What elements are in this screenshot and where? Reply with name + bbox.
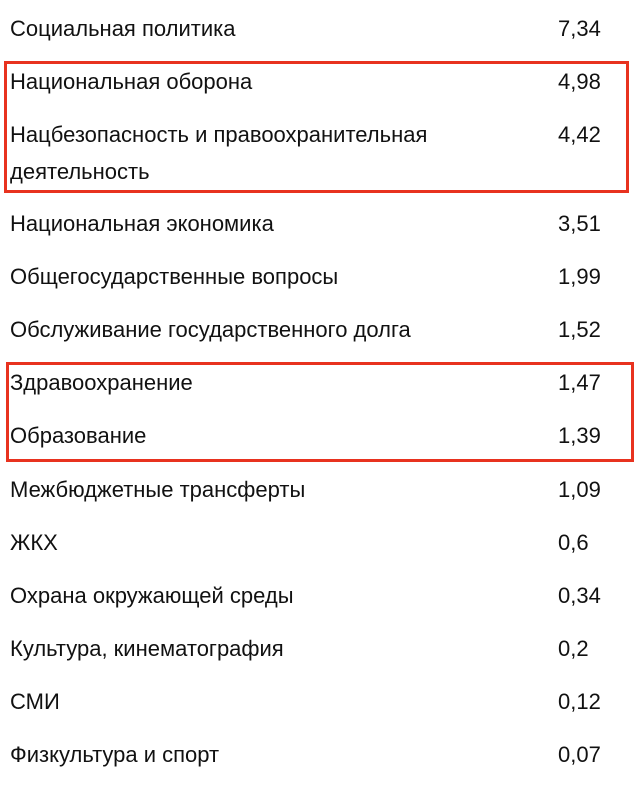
- highlight-box-health-education: [6, 362, 634, 462]
- row-value: 3,51: [558, 211, 601, 236]
- row-label: Физкультура и спорт: [10, 742, 220, 767]
- row-value: 1,09: [558, 477, 601, 502]
- row-value: 4,42: [558, 122, 601, 147]
- row-value: 1,47: [558, 370, 601, 395]
- row-label: Охрана окружающей среды: [10, 583, 294, 608]
- row-value: 0,12: [558, 689, 601, 714]
- row-value: 0,6: [558, 530, 589, 555]
- row-value: 1,39: [558, 423, 601, 448]
- row-value: 0,2: [558, 636, 589, 661]
- row-label: Культура, кинематография: [10, 636, 284, 661]
- row-label: ЖКХ: [10, 530, 58, 555]
- row-label: Общегосударственные вопросы: [10, 264, 339, 289]
- row-label: Социальная политика: [10, 16, 236, 41]
- row-value: 7,34: [558, 16, 601, 41]
- row-value: 0,07: [558, 742, 601, 767]
- row-label: Образование: [10, 423, 147, 448]
- row-label: Обслуживание государственного долга: [10, 317, 411, 342]
- row-value: 1,52: [558, 317, 601, 342]
- highlight-box-defense-security: [4, 61, 629, 193]
- row-label: Здравоохранение: [10, 370, 193, 395]
- row-label: СМИ: [10, 689, 60, 714]
- row-label: Межбюджетные трансферты: [10, 477, 306, 502]
- row-value: 0,34: [558, 583, 601, 608]
- row-value: 4,98: [558, 69, 601, 94]
- row-label: Национальная экономика: [10, 211, 274, 236]
- row-value: 1,99: [558, 264, 601, 289]
- row-label: Национальная оборона: [10, 69, 253, 94]
- row-label: Нацбезопасность и правоохранительная дея…: [10, 122, 428, 184]
